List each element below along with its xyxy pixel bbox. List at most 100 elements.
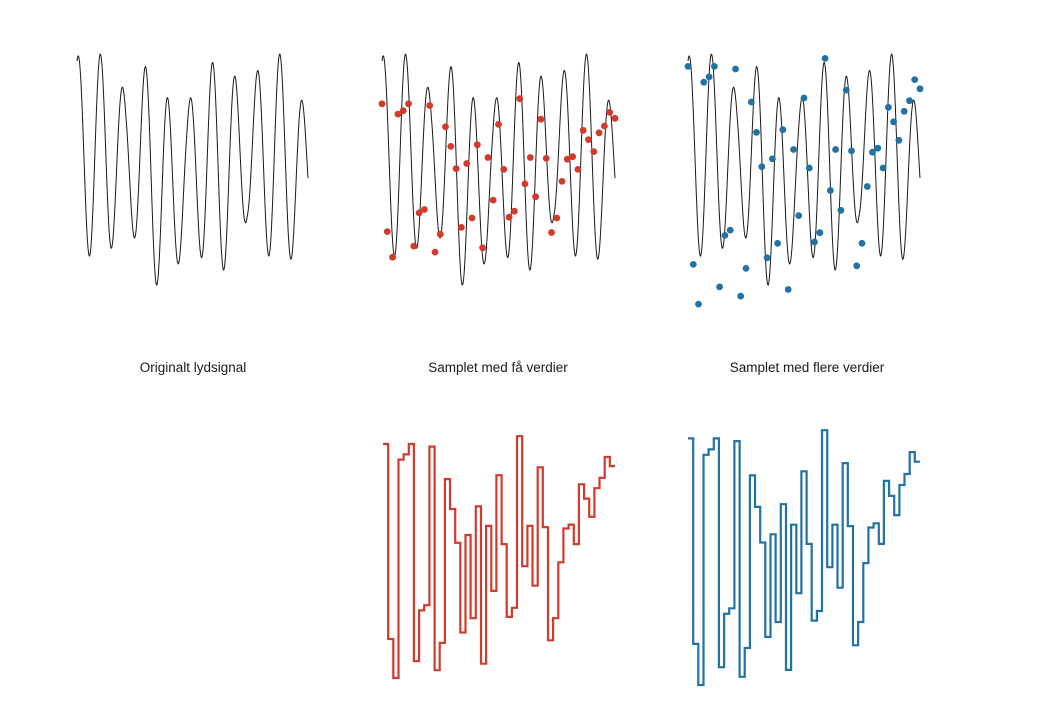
few-sample-point: [489, 196, 497, 204]
many-sample-point: [769, 155, 776, 163]
few-sample-point: [537, 115, 545, 123]
many-sample-point: [695, 300, 702, 308]
few-samples-panel: [378, 53, 619, 286]
many-sample-point: [805, 164, 813, 172]
many-sample-point: [911, 76, 919, 83]
many-sample-point: [874, 144, 882, 152]
few-sample-point: [415, 209, 423, 217]
few-sample-point: [548, 229, 555, 236]
few-sample-point: [579, 126, 587, 134]
many-sample-point: [779, 126, 787, 134]
few-sample-point: [426, 102, 434, 109]
few-sample-point: [521, 180, 529, 188]
original-signal-panel: [76, 53, 309, 286]
few-sample-point: [442, 123, 449, 131]
many-sample-point: [832, 146, 839, 153]
few-sample-point: [431, 248, 439, 256]
few-sample-point: [479, 244, 486, 252]
many-sample-point: [842, 86, 850, 94]
many-sample-point: [821, 55, 829, 62]
few-sample-point: [595, 129, 603, 137]
many-sample-point: [753, 129, 760, 136]
many-sample-point: [774, 239, 781, 247]
few-sample-point: [421, 206, 428, 213]
many-sample-point: [763, 254, 771, 262]
many-sample-point: [732, 65, 739, 73]
many-sample-point: [811, 238, 818, 246]
many-sample-point: [721, 232, 729, 239]
few-sample-point: [590, 148, 598, 156]
few-sample-point: [463, 160, 471, 167]
many-sample-point: [711, 63, 718, 70]
many-sample-point: [742, 265, 750, 272]
many-sample-point: [827, 187, 834, 194]
many-sample-point: [716, 283, 723, 291]
many-sample-point: [684, 63, 692, 70]
few-sample-point: [569, 153, 576, 161]
few-sample-point: [505, 213, 513, 221]
few-sample-point: [452, 165, 460, 173]
few-sample-point: [585, 136, 592, 144]
many-sample-point: [816, 229, 824, 237]
many-samples-panel: [684, 53, 924, 308]
caption-original-signal: Originalt lydsignal: [139, 360, 247, 375]
few-sample-point: [553, 214, 561, 222]
many-sample-point: [758, 163, 766, 171]
few-sample-point: [511, 207, 518, 215]
many-sample-point: [800, 94, 808, 102]
caption-few-samples: Samplet med få verdier: [428, 360, 568, 375]
many-sample-point: [869, 148, 876, 156]
many-sample-point: [906, 97, 913, 105]
many-sample-point: [837, 206, 845, 214]
many-sample-point: [700, 78, 708, 86]
many-samples-step-panel: [688, 429, 920, 687]
many-sample-point: [737, 292, 745, 300]
few-sample-point: [378, 100, 386, 108]
few-sample-point: [558, 178, 566, 185]
few-samples-step-panel: [383, 435, 615, 680]
few-sample-point: [394, 110, 402, 118]
few-sample-point: [468, 214, 476, 222]
few-panel-signal-line: [381, 53, 616, 286]
few-sample-point: [563, 155, 571, 163]
many-sample-point: [726, 226, 734, 234]
few-samples-step-line: [383, 435, 615, 680]
many-sample-point: [885, 103, 892, 111]
few-sample-point: [473, 141, 481, 149]
few-sample-point: [542, 155, 550, 162]
many-sample-point: [863, 183, 871, 190]
many-sample-point: [689, 261, 697, 268]
few-sample-point: [611, 114, 619, 122]
many-sample-point: [858, 239, 866, 247]
many-sample-point: [790, 146, 797, 153]
few-sample-point: [495, 120, 502, 128]
caption-many-samples: Samplet med flere verdier: [729, 360, 885, 375]
few-sample-point: [383, 228, 391, 236]
few-sample-point: [500, 166, 508, 173]
many-sample-point: [895, 136, 903, 144]
many-sample-point: [784, 286, 792, 293]
many-sample-point: [705, 73, 713, 81]
many-sample-point: [916, 85, 924, 93]
few-sample-point: [458, 224, 465, 231]
few-sample-point: [389, 253, 396, 261]
few-sample-point: [484, 154, 492, 161]
few-sample-point: [410, 242, 418, 250]
few-sample-point: [532, 193, 539, 201]
many-sample-point: [795, 212, 803, 220]
few-sample-point: [516, 95, 524, 103]
many-samples-step-line: [688, 429, 920, 687]
many-sample-point: [848, 147, 855, 155]
many-sample-point: [879, 164, 887, 172]
few-sample-point: [606, 109, 614, 116]
few-sample-point: [399, 107, 407, 115]
original-signal-line: [76, 53, 309, 286]
few-sample-point: [447, 143, 455, 150]
few-sample-point: [436, 230, 444, 238]
few-sample-point: [601, 122, 608, 130]
many-sample-point: [890, 118, 897, 126]
few-sample-point: [526, 154, 534, 161]
many-sample-point: [900, 107, 908, 115]
many-sample-point: [853, 262, 861, 270]
